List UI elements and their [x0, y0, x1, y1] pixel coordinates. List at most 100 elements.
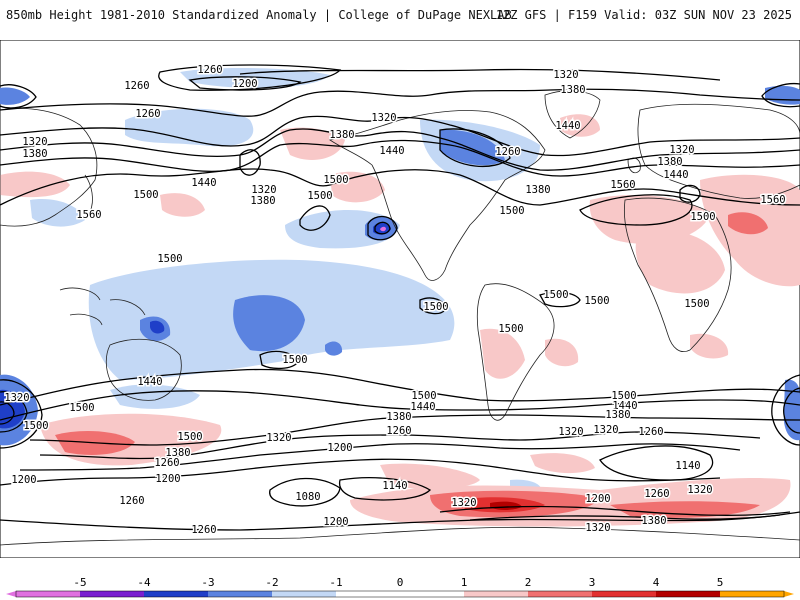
contour-label: 1320	[371, 112, 396, 124]
contour-1260-north	[0, 88, 800, 117]
contour-1320-south	[39, 431, 761, 460]
height-contours	[0, 64, 800, 531]
contour-label: 1440	[555, 120, 580, 132]
contour-ne-low	[761, 82, 800, 108]
contour-1320-north	[0, 115, 800, 157]
contour-label: 1440	[137, 376, 162, 388]
pos-anomaly-south-pacific-east	[380, 463, 480, 490]
coast-antarctica	[0, 526, 800, 546]
contour-1440-south	[0, 390, 800, 421]
contour-label: 1200	[11, 474, 36, 486]
contour-label: 1500	[323, 174, 348, 186]
contour-label: 1380	[165, 447, 190, 459]
contour-label: 1380	[657, 156, 682, 168]
colorbar-segment	[592, 591, 656, 597]
colorbar-segment	[336, 591, 464, 597]
contour-label: 1500	[307, 190, 332, 202]
colorbar-segment	[464, 591, 528, 597]
contour-label: 1320	[585, 522, 610, 534]
contour-1080-south	[269, 477, 341, 507]
contour-label: 1560	[76, 209, 101, 221]
contour-label: 1260	[135, 108, 160, 120]
contour-label: 1380	[525, 184, 550, 196]
pos-anomaly-mideast-core	[728, 212, 768, 235]
colorbar-label: 2	[525, 576, 532, 589]
contour-west-low-3	[0, 401, 15, 425]
colorbar-right-tip	[784, 591, 794, 597]
contour-label: 1500	[611, 390, 636, 402]
pos-anomaly-asia-east	[160, 193, 205, 217]
contour-1500-north	[0, 168, 800, 206]
contour-west-low-2	[0, 391, 28, 433]
contour-label: 1140	[382, 480, 407, 492]
header: 850mb Height 1981-2010 Standardized Anom…	[0, 0, 800, 30]
contour-label: 1500	[157, 253, 182, 265]
contour-label: 1380	[250, 195, 275, 207]
contour-label: 1260	[154, 457, 179, 469]
contour-label: 1500	[282, 354, 307, 366]
contour-label: 1320	[22, 136, 47, 148]
contour-1320-bottom	[439, 505, 791, 516]
contour-1500-south	[0, 368, 800, 406]
contour-label: 1500	[684, 298, 709, 310]
contour-label: 1500	[411, 390, 436, 402]
coast-japan	[84, 174, 93, 213]
contour-label: 1200	[155, 473, 180, 485]
contour-label: 1260	[197, 64, 222, 76]
coast-north-america	[328, 110, 546, 281]
contour-label: 1560	[760, 194, 785, 206]
colorbar-label: 3	[589, 576, 596, 589]
contour-label: 1260	[638, 426, 663, 438]
contour-east-low-1	[771, 374, 800, 446]
contour-label: 1260	[119, 495, 144, 507]
neg-anomaly-asia	[30, 199, 85, 227]
contour-label: 1200	[585, 493, 610, 505]
contour-label: 1440	[612, 400, 637, 412]
contour-1440-north	[0, 139, 800, 177]
neg-anomaly-west-pacific-core	[150, 320, 165, 334]
contour-label: 1500	[543, 289, 568, 301]
contour-label: 1260	[495, 146, 520, 158]
contour-label: 1500	[133, 189, 158, 201]
pos-anomaly-south-atlantic	[545, 338, 579, 367]
colorbar-label: -4	[137, 576, 151, 589]
colorbar-segment	[144, 591, 208, 597]
contour-label: 1500	[690, 211, 715, 223]
coast-eurasia	[637, 103, 800, 199]
neg-anomaly-cutoff-center	[380, 226, 386, 232]
neg-anomaly-north-west-edge	[0, 87, 30, 105]
contour-label: 1260	[386, 425, 411, 437]
colorbar-left-tip	[6, 591, 16, 597]
contour-label: 1500	[584, 295, 609, 307]
colorbar-segment	[720, 591, 784, 597]
pos-anomaly-africa	[635, 229, 725, 294]
contour-1500-tropical-a	[539, 291, 581, 308]
contour-east-low-2	[783, 387, 800, 434]
colorbar-labels: -5 -4 -3 -2 -1 0 1 2 3 4 5	[73, 576, 723, 589]
contour-nw-low	[0, 84, 37, 109]
contour-label: 1320	[451, 497, 476, 509]
contour-label: 1380	[386, 411, 411, 423]
contour-label: 1440	[379, 145, 404, 157]
contour-label: 1560	[610, 179, 635, 191]
contour-label: 1260	[124, 80, 149, 92]
pos-anomaly-asia-north	[0, 171, 70, 198]
colorbar-label: -2	[265, 576, 278, 589]
contour-label: 1320	[687, 484, 712, 496]
contour-label: 1320	[558, 426, 583, 438]
colorbar: -5 -4 -3 -2 -1 0 1 2 3 4 5	[6, 576, 794, 598]
contour-label: 1440	[663, 169, 688, 181]
colorbar-segment	[528, 591, 592, 597]
contour-1380-south	[29, 414, 800, 446]
colorbar-segment	[208, 591, 272, 597]
contour-label: 1440	[191, 177, 216, 189]
coast-asia-west	[0, 107, 98, 227]
contour-1500-tropical-d	[299, 205, 331, 231]
contour-1560-atlantic	[579, 194, 693, 226]
contour-label: 1080	[295, 491, 320, 503]
colorbar-label: 4	[653, 576, 660, 589]
contour-label: 1500	[177, 431, 202, 443]
contour-1380-bottom	[469, 514, 781, 521]
contour-label: 1380	[641, 515, 666, 527]
contour-label: 1140	[675, 460, 700, 472]
